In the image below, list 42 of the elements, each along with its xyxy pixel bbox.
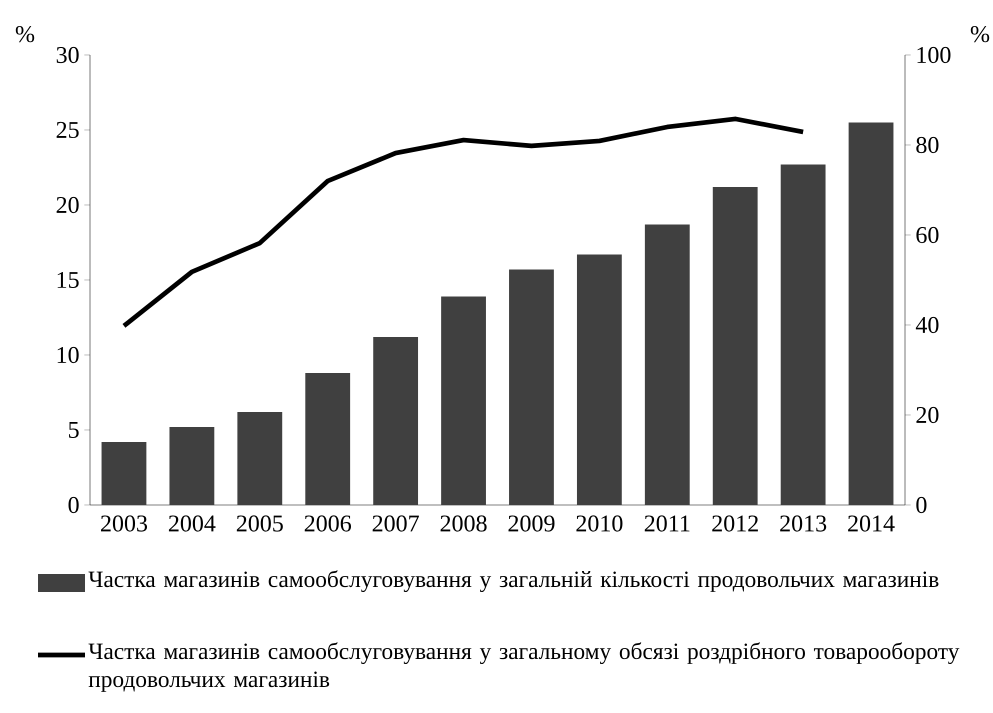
bar — [712, 186, 758, 505]
line-series — [122, 116, 806, 328]
y-tick-label: 30 — [56, 46, 79, 64]
x-tick-label: 2006 — [304, 515, 352, 532]
bar — [305, 372, 350, 505]
bar — [644, 224, 690, 505]
y-tick-label: 5 — [69, 422, 79, 438]
bar — [169, 426, 214, 505]
x-tick-label: 2003 — [101, 515, 148, 532]
bar — [576, 254, 622, 505]
y-tick-label: 15 — [58, 272, 79, 288]
y2-tick-label: 80 — [916, 136, 938, 154]
x-tick-label: 2004 — [168, 515, 216, 532]
x-tick-label: 2014 — [848, 515, 895, 532]
y-tick-label: 25 — [56, 122, 79, 138]
bar — [237, 412, 282, 505]
y2-axis-title: % — [970, 26, 990, 42]
y2-tick-label: 100 — [918, 46, 950, 64]
bar — [102, 442, 146, 505]
bar — [780, 164, 826, 505]
x-tick-label: 2007 — [372, 515, 419, 532]
y2-tick-label: 0 — [916, 496, 926, 514]
bar — [373, 336, 418, 505]
y-tick-label: 0 — [68, 496, 79, 514]
bar — [441, 296, 486, 505]
y-tick-label: 10 — [58, 346, 79, 364]
y2-tick-label: 20 — [916, 406, 938, 424]
x-tick-label: 2005 — [236, 515, 283, 532]
y2-tick-label: 60 — [916, 226, 938, 244]
x-tick-label: 2013 — [780, 515, 826, 532]
x-tick-label: 2012 — [712, 515, 758, 532]
x-tick-label: 2008 — [440, 515, 487, 532]
legend-label: Частка магазинів самообслуговування у загальному обсязі роздрібного товарообороту продовольчих магазинів — [88, 642, 960, 692]
bar — [848, 122, 894, 505]
y2-tick-label: 40 — [916, 316, 938, 334]
x-tick-label: 2011 — [644, 515, 690, 532]
x-tick-label: 2010 — [576, 515, 622, 532]
y-tick-label: 20 — [56, 196, 79, 214]
y-axis-title: % — [16, 26, 34, 42]
legend-label: Частка магазинів самообслуговування у загальній кількості продовольчих магазинів — [88, 570, 938, 592]
bar — [509, 269, 554, 505]
x-tick-label: 2009 — [508, 515, 554, 532]
